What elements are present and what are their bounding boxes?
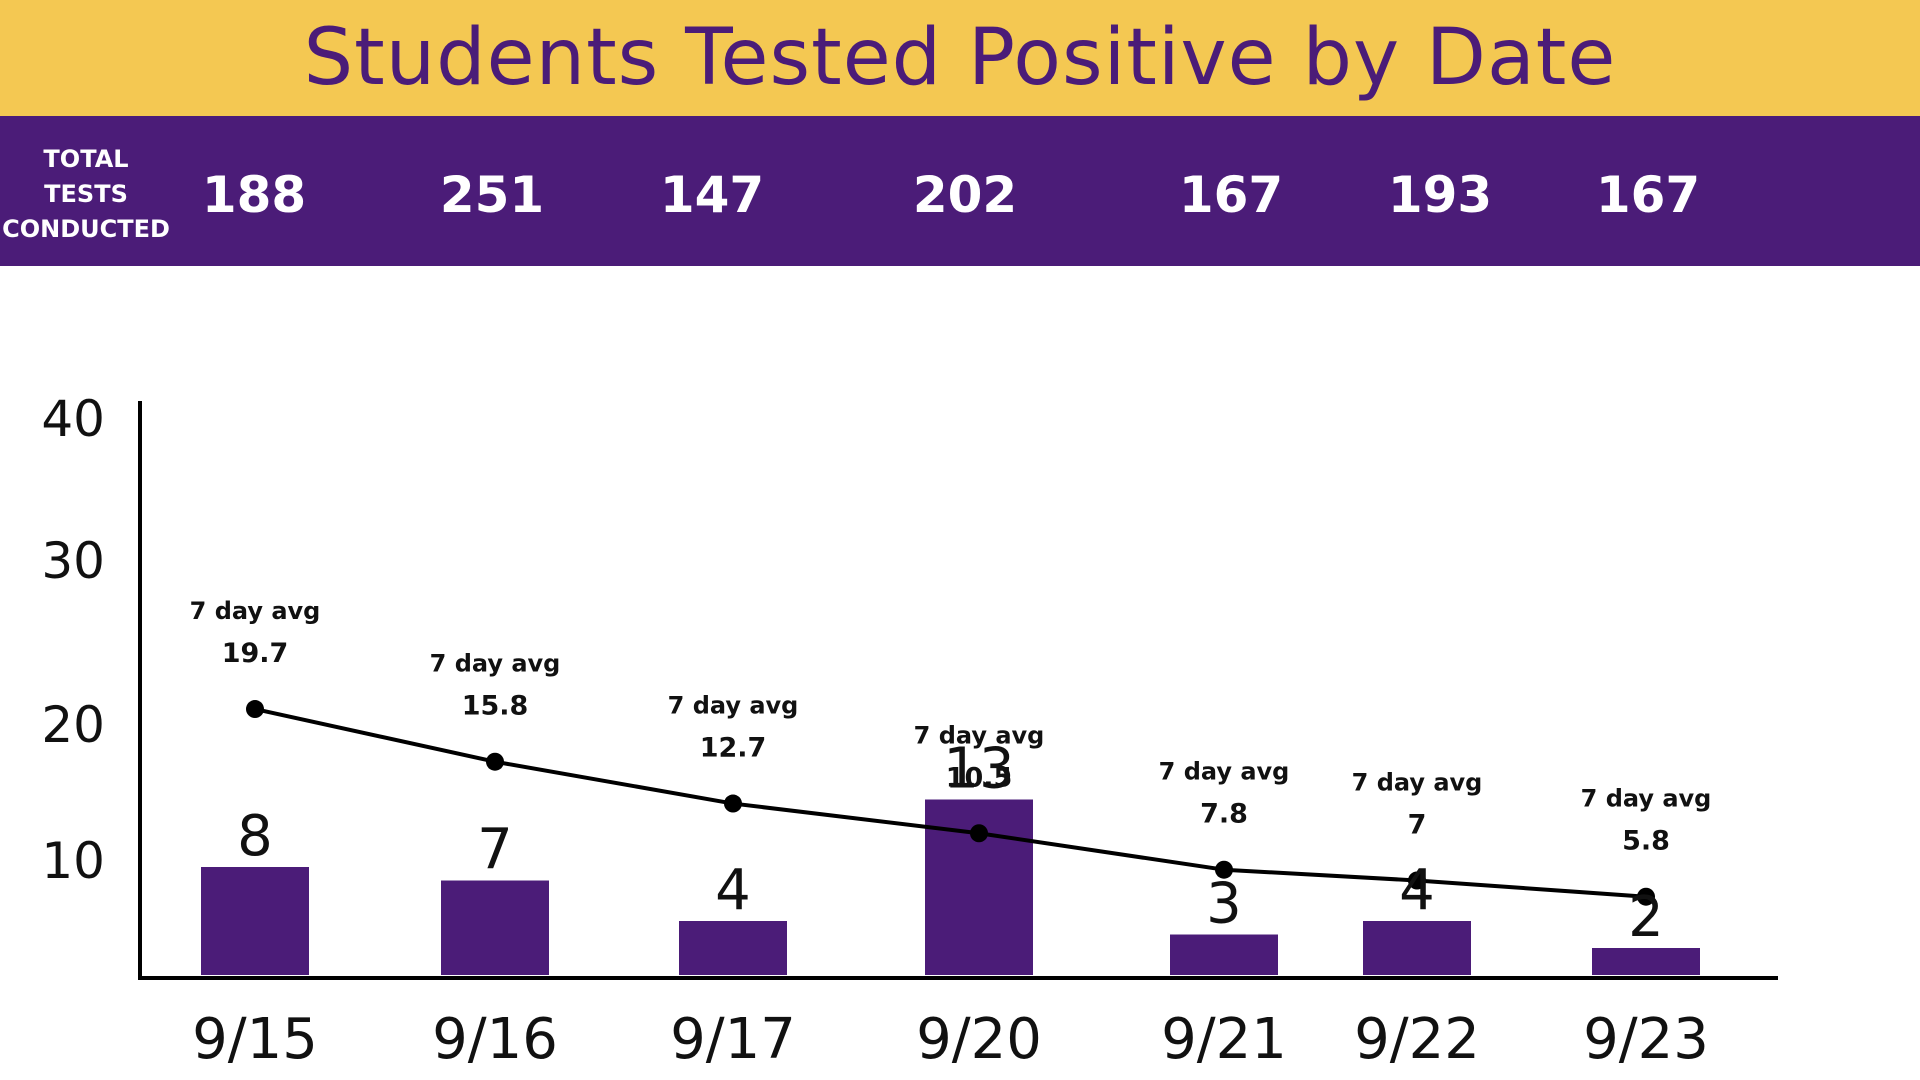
avg-point xyxy=(970,824,988,843)
page-title: Students Tested Positive by Date xyxy=(303,13,1617,103)
avg-value-label: 19.7 xyxy=(222,638,289,669)
total-value: 251 xyxy=(439,166,545,224)
x-tick-label: 9/17 xyxy=(670,1007,796,1072)
total-value: 202 xyxy=(912,166,1018,224)
avg-point xyxy=(486,752,504,771)
bar-value-label: 13 xyxy=(943,737,1014,802)
bar-value-label: 2 xyxy=(1628,885,1664,950)
avg-value-label: 10.5 xyxy=(946,762,1013,793)
avg-line xyxy=(246,700,1655,906)
bar xyxy=(1363,921,1471,975)
avg-caption: 7 day avg xyxy=(190,597,321,625)
avg-point xyxy=(246,700,264,719)
avg-value-label: 7 xyxy=(1408,810,1427,841)
avg-point xyxy=(1408,871,1426,890)
bar-value-label: 3 xyxy=(1206,872,1242,937)
bar xyxy=(201,867,309,975)
x-tick-label: 9/23 xyxy=(1583,1007,1709,1072)
avg-value-label: 12.7 xyxy=(700,733,767,764)
y-axis: 10 20 30 40 xyxy=(41,390,1778,980)
totals-label-line: CONDUCTED xyxy=(2,215,170,243)
bar xyxy=(441,880,549,975)
avg-caption: 7 day avg xyxy=(914,721,1045,749)
avg-point xyxy=(724,794,742,813)
avg-caption: 7 day avg xyxy=(430,650,561,678)
title-band: Students Tested Positive by Date xyxy=(0,0,1920,116)
y-tick-label: 10 xyxy=(41,832,105,890)
avg-value-label: 7.8 xyxy=(1200,799,1248,830)
bar xyxy=(1592,948,1700,975)
x-tick-label: 9/16 xyxy=(432,1007,558,1072)
bar-value-label: 7 xyxy=(477,818,513,883)
avg-point xyxy=(1637,887,1655,906)
x-tick-label: 9/20 xyxy=(916,1007,1042,1072)
x-tick-label: 9/15 xyxy=(192,1007,318,1072)
bar-value-label: 4 xyxy=(715,858,751,923)
bar-value-label: 4 xyxy=(1399,858,1435,923)
totals-band: TOTAL TESTS CONDUCTED 188 251 147 202 16… xyxy=(0,116,1920,266)
y-tick-label: 40 xyxy=(41,390,105,448)
y-tick-label: 30 xyxy=(41,532,105,590)
bars xyxy=(201,799,1700,975)
total-value: 188 xyxy=(201,166,307,224)
total-value: 193 xyxy=(1387,166,1493,224)
x-tick-label: 9/22 xyxy=(1354,1007,1480,1072)
totals-label-line: TESTS xyxy=(44,180,128,208)
bar xyxy=(679,921,787,975)
y-tick-label: 20 xyxy=(41,696,105,754)
bar xyxy=(1170,934,1278,975)
avg-point xyxy=(1215,860,1233,879)
avg-value-label: 15.8 xyxy=(462,691,529,722)
chart-labels: 8 7 4 13 3 4 2 7 day avg 19.7 7 day avg 15.8 7 day … xyxy=(190,597,1712,1072)
bar-value-label: 8 xyxy=(237,804,273,869)
totals-label: TOTAL TESTS CONDUCTED xyxy=(0,142,172,247)
totals-label-line: TOTAL xyxy=(43,145,129,173)
x-tick-label: 9/21 xyxy=(1161,1007,1287,1072)
total-value: 167 xyxy=(1178,166,1284,224)
total-value: 147 xyxy=(659,166,765,224)
avg-caption: 7 day avg xyxy=(1581,785,1712,813)
total-value: 167 xyxy=(1595,166,1701,224)
avg-caption: 7 day avg xyxy=(1159,758,1290,786)
avg-value-label: 5.8 xyxy=(1622,826,1670,857)
avg-caption: 7 day avg xyxy=(1352,769,1483,797)
avg-caption: 7 day avg xyxy=(668,692,799,720)
